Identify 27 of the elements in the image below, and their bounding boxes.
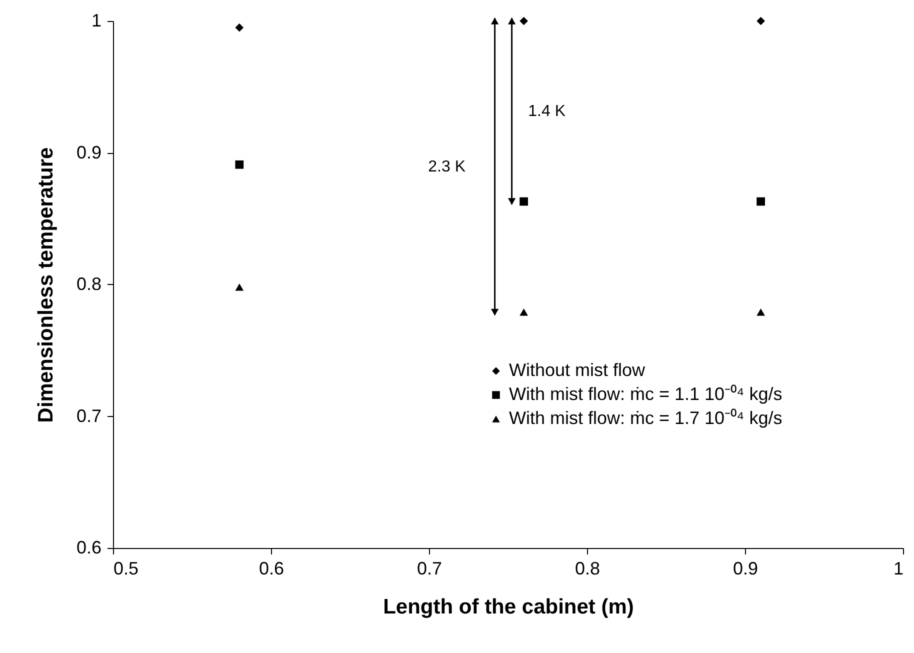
x-tick-label: 0.9 xyxy=(732,558,758,578)
x-axis-title: Length of the cabinet (m) xyxy=(383,596,634,618)
y-tick-label: 0.9 xyxy=(76,142,102,162)
x-tick-label: 1 xyxy=(893,558,904,578)
point xyxy=(756,16,765,26)
x-tick-label: 0.8 xyxy=(574,558,600,578)
annotation: 1.4 K xyxy=(528,103,566,120)
legend-label: Without mist flow xyxy=(509,360,646,380)
y-tick-label: 0.6 xyxy=(76,538,102,558)
point xyxy=(235,23,244,32)
x-tick-label: 0.5 xyxy=(114,558,139,578)
x-tick-label: 0.6 xyxy=(258,558,284,578)
x-tick-label: 0.7 xyxy=(416,558,442,578)
y-axis-title: Dimensionless temperature xyxy=(34,147,58,423)
point xyxy=(235,284,244,291)
point xyxy=(520,16,528,26)
y-tick-label: 0.7 xyxy=(76,406,102,426)
point xyxy=(235,160,244,169)
point xyxy=(756,197,765,206)
y-tick-label: 0.8 xyxy=(76,274,102,294)
legend-label: With mist flow: ṁc = 1.1 10⁻⁰⁴ kg/s xyxy=(509,384,782,404)
point xyxy=(756,308,765,316)
point xyxy=(520,308,528,316)
y-tick-label: 1 xyxy=(91,10,102,30)
annotation: 2.3 K xyxy=(428,158,466,176)
point xyxy=(520,197,528,206)
legend-label: With mist flow: ṁc = 1.7 10⁻⁰⁴ kg/s xyxy=(509,408,782,428)
